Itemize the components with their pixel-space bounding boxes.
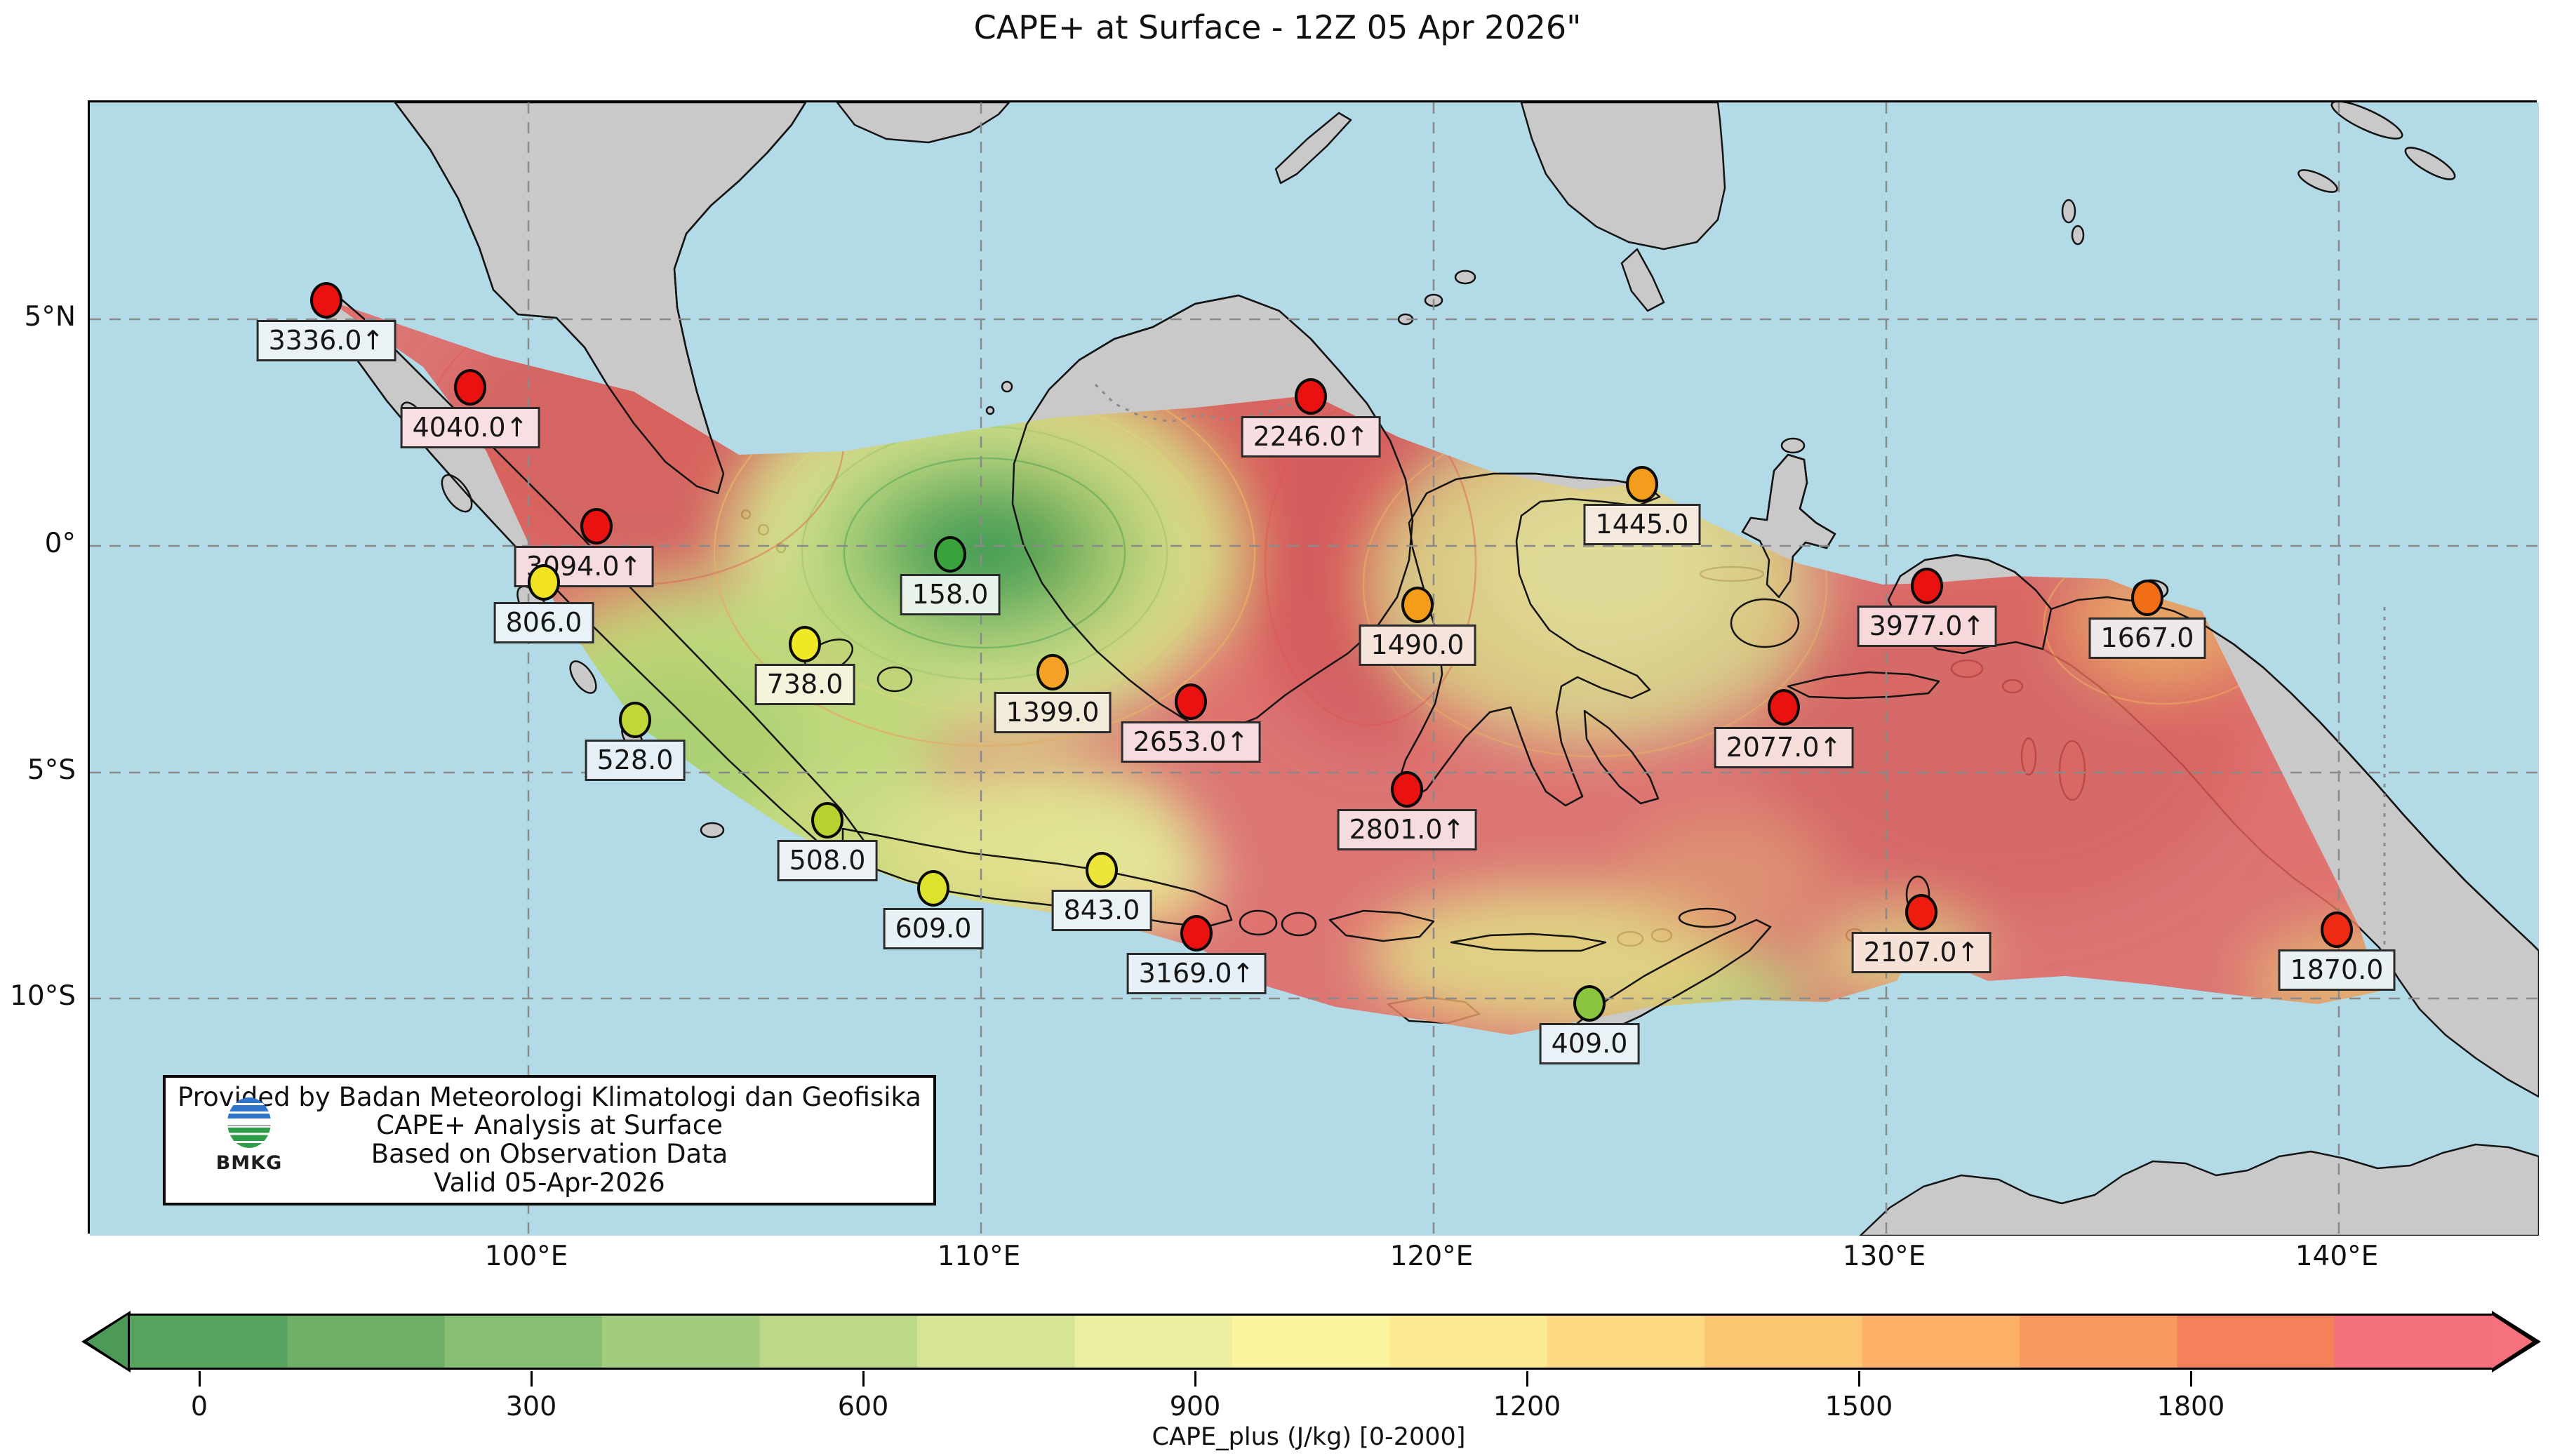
bmkg-globe-icon [227, 1097, 271, 1148]
info-line: Valid 05-Apr-2026 [434, 1167, 665, 1198]
colorbar-tick [1858, 1371, 1860, 1387]
info-line: CAPE+ Analysis at Surface [376, 1110, 723, 1141]
land-mindanao [1520, 102, 1726, 251]
colorbar-tick [2190, 1371, 2192, 1387]
colorbar-label: CAPE_plus (J/kg) [0-2000] [1152, 1423, 1466, 1451]
lat-tick-label: 10°S [10, 980, 76, 1012]
page-title: CAPE+ at Surface - 12Z 05 Apr 2026" [973, 8, 1582, 46]
colorbar-tick-label: 300 [505, 1391, 557, 1422]
lon-tick-label: 100°E [484, 1241, 568, 1272]
colorbar-tick [1194, 1371, 1196, 1387]
colorbar-tick-label: 0 [190, 1391, 208, 1422]
land-palawan [1274, 112, 1352, 185]
colorbar-tick [531, 1371, 533, 1387]
info-box: BMKG Provided by Badan Meteorologi Klima… [163, 1075, 936, 1205]
colorbar-tick-label: 900 [1169, 1391, 1221, 1422]
lat-tick-label: 5°S [27, 754, 76, 786]
lon-tick-label: 130°E [1842, 1241, 1926, 1272]
colorbar-tick [1526, 1371, 1528, 1387]
graticule [90, 102, 2539, 1236]
colorbar-tick [199, 1371, 201, 1387]
colorbar-tick-label: 1500 [1824, 1391, 1893, 1422]
colorbar-left-arrow-fill [87, 1315, 128, 1368]
lon-tick-label: 110°E [937, 1241, 1021, 1272]
land-australia [1859, 1143, 2539, 1236]
land-indochina [836, 102, 1010, 144]
lat-tick-label: 0° [44, 528, 76, 559]
colorbar-tick-label: 1800 [2156, 1391, 2225, 1422]
bmkg-logo-text: BMKG [215, 1152, 283, 1174]
info-line: Provided by Badan Meteorologi Klimatolog… [178, 1081, 921, 1112]
lat-tick-label: 5°N [24, 301, 76, 333]
bmkg-logo: BMKG [211, 1097, 288, 1174]
colorbar-bar [128, 1314, 2494, 1370]
lon-tick-label: 120°E [1389, 1241, 1474, 1272]
colorbar-right-arrow-fill [2492, 1315, 2533, 1368]
lon-tick-label: 140°E [2295, 1241, 2379, 1272]
colorbar-tick [862, 1371, 865, 1387]
info-lines: Provided by Badan Meteorologi Klimatolog… [166, 1083, 933, 1198]
colorbar-tick-label: 600 [837, 1391, 889, 1422]
info-line: Based on Observation Data [371, 1139, 728, 1169]
land-rote [1546, 1034, 1577, 1050]
country-borders [1094, 383, 2386, 951]
map-frame [88, 100, 2539, 1236]
colorbar-tick-label: 1200 [1493, 1391, 1561, 1422]
map-canvas [90, 102, 2539, 1236]
